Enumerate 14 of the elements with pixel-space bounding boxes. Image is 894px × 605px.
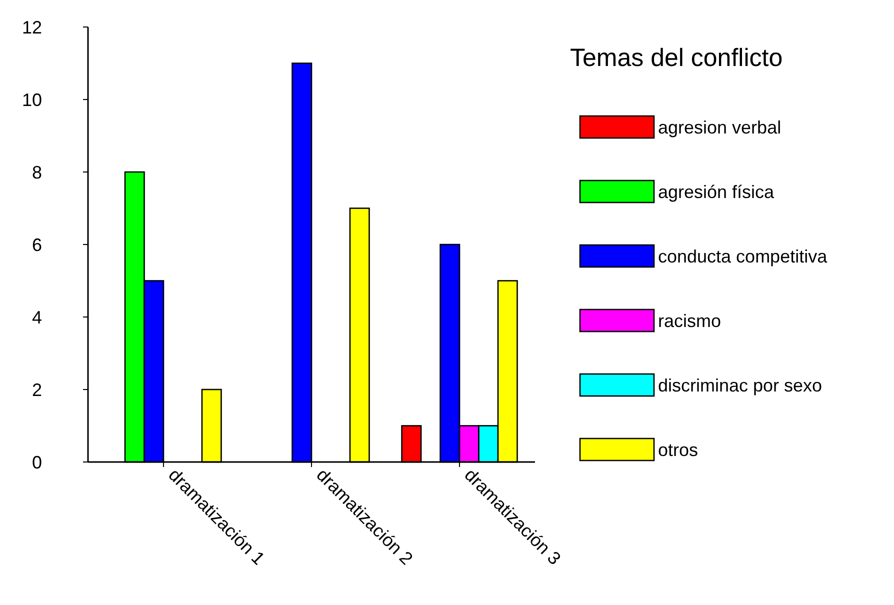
- legend-label: conducta competitiva: [658, 246, 828, 266]
- legend-label: discriminac por sexo: [658, 375, 822, 396]
- y-tick-label: 4: [32, 307, 42, 328]
- y-tick-label: 12: [22, 17, 42, 38]
- legend-label: agresion verbal: [658, 117, 782, 138]
- y-tick-label: 10: [22, 90, 42, 110]
- y-tick-label: 8: [32, 162, 42, 182]
- legend-label: racismo: [658, 310, 722, 331]
- y-tick-label: 6: [32, 234, 42, 255]
- y-tick-label: 0: [32, 452, 42, 472]
- y-tick-label: 2: [32, 380, 42, 400]
- legend-title: Temas del conflicto: [570, 44, 783, 72]
- legend-label: agresión física: [658, 182, 776, 202]
- legend-label: otros: [658, 440, 698, 460]
